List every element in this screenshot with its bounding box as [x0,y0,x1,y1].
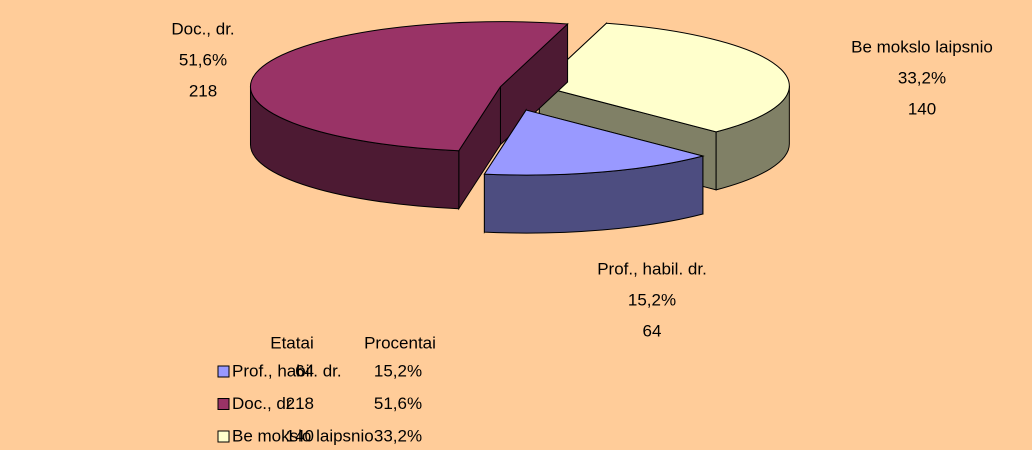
legend-swatch [217,430,230,443]
table-count: 140 [286,426,314,445]
table-header: Procentai [364,333,436,352]
slice-label-percent: 33,2% [898,68,946,87]
legend-label: Be mokslo laipsnio [232,426,374,445]
slice-label-count: 218 [189,81,217,100]
slice-label-percent: 51,6% [179,50,227,69]
table-percent: 51,6% [374,394,422,413]
slice-label-count: 64 [643,321,662,340]
table-count: 218 [286,394,314,413]
slice-label-percent: 15,2% [628,290,676,309]
table-percent: 15,2% [374,361,422,380]
pie-slice [249,21,569,152]
legend-label: Prof., habil. dr. [232,361,342,380]
legend-swatch [217,398,230,410]
table-count: 64 [295,361,314,380]
table-percent: 33,2% [374,426,422,445]
slice-label-name: Be mokslo laipsnio [851,37,993,56]
legend-swatch [217,365,230,378]
slice-label-name: Doc., dr. [171,19,234,38]
table-header: Etatai [270,333,313,352]
slice-label-count: 140 [908,99,936,118]
pie-slice [538,22,790,133]
pie-slice [483,109,705,176]
slice-label-name: Prof., habil. dr. [597,259,707,278]
legend-label: Doc., dr. [232,394,295,413]
